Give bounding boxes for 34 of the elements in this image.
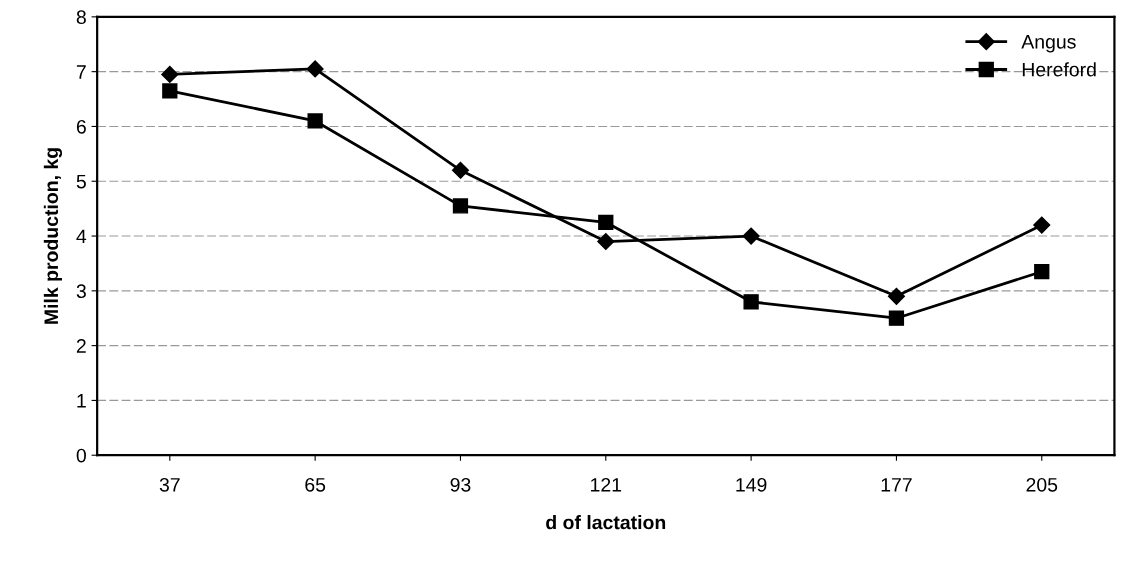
- point: [451, 161, 470, 179]
- legend-label: Hereford: [1022, 62, 1096, 77]
- x-tick-label: 93: [450, 477, 471, 492]
- point: [743, 294, 759, 310]
- y-tick-label: 6: [76, 119, 86, 134]
- y-tick-label: 4: [76, 229, 87, 244]
- point: [452, 198, 469, 214]
- x-tick-label: 37: [159, 477, 180, 492]
- point: [1034, 264, 1050, 280]
- point: [162, 83, 178, 99]
- point: [597, 232, 615, 251]
- y-tick-label: 8: [76, 10, 86, 25]
- point: [888, 310, 905, 326]
- x-tick-label: 121: [591, 477, 622, 492]
- x-tick-label: 205: [1026, 477, 1058, 492]
- point: [742, 227, 760, 245]
- y-tick-label: 5: [76, 174, 86, 189]
- legend-label: Angus: [1021, 35, 1076, 53]
- y-tick-label: 7: [76, 65, 86, 79]
- x-tick-label: 149: [736, 477, 767, 492]
- point: [1033, 216, 1051, 234]
- x-axis-title: d of lactation: [546, 515, 666, 530]
- point: [598, 214, 614, 230]
- point: [887, 287, 905, 305]
- point: [161, 65, 179, 83]
- point: [307, 113, 323, 129]
- y-tick-label: 1: [77, 394, 86, 408]
- point: [306, 60, 324, 78]
- y-tick-label: 2: [76, 339, 86, 353]
- y-tick-label: 3: [76, 284, 86, 299]
- x-tick-label: 65: [305, 477, 326, 492]
- y-axis-title: Milk production, kg: [43, 148, 63, 324]
- y-tick-label: 0: [76, 448, 86, 463]
- x-tick-label: 177: [881, 478, 912, 492]
